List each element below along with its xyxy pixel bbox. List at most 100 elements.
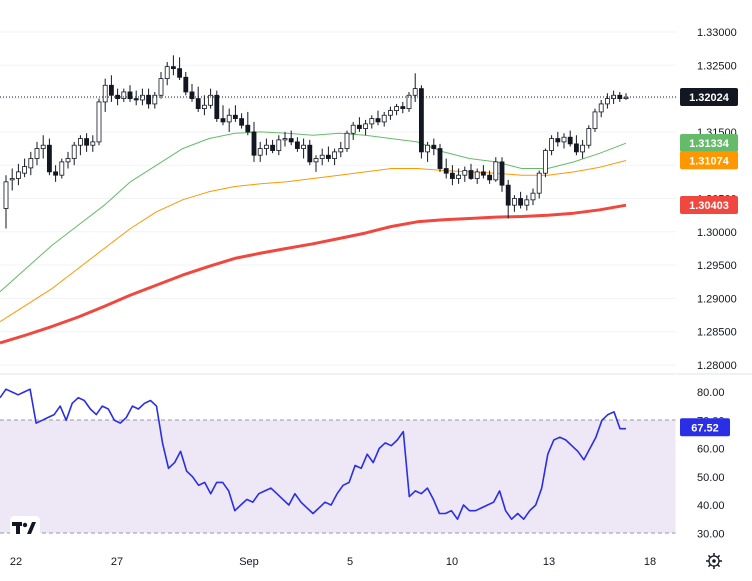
candle-body <box>34 148 40 159</box>
candle-body <box>53 171 59 176</box>
candle-body <box>437 148 443 169</box>
settings-gear-icon[interactable] <box>706 553 722 569</box>
candle-body <box>549 138 555 151</box>
candle-body <box>474 171 480 179</box>
ma-red-tag: 1.30403 <box>680 195 738 214</box>
candle-body <box>604 98 610 105</box>
candle <box>164 61 170 86</box>
candle <box>561 133 567 149</box>
rsi-series <box>0 388 626 521</box>
candle <box>592 108 598 132</box>
time-tick-label: 27 <box>111 556 123 568</box>
ma-orange-tag-bg <box>680 151 738 170</box>
candle <box>350 121 356 140</box>
candle <box>152 91 158 109</box>
ma-red-line <box>0 203 627 345</box>
candle <box>462 166 468 182</box>
candle <box>146 88 152 109</box>
time-axis: 22 27 Sep 5 10 13 18 <box>10 556 656 568</box>
candle <box>505 179 511 219</box>
candle <box>555 131 561 147</box>
candle <box>251 121 257 162</box>
candle-body <box>487 174 493 181</box>
candle <box>425 141 431 162</box>
candle <box>183 71 189 96</box>
candle-body <box>375 118 381 123</box>
rsi-value-tag-bg <box>680 418 730 437</box>
candle-body <box>220 118 226 123</box>
rsi-tick-label: 80.00 <box>697 387 725 399</box>
candle-body <box>449 172 455 179</box>
time-tick-label: 22 <box>10 556 22 568</box>
candle-body <box>15 171 21 179</box>
candle <box>133 90 139 106</box>
candle-body <box>226 114 232 123</box>
candle-body <box>394 106 400 111</box>
candle-body <box>592 111 598 129</box>
candle-body <box>493 161 499 181</box>
candle <box>288 130 294 146</box>
candle-body <box>412 88 418 96</box>
rsi-band <box>0 420 676 533</box>
candle-body <box>418 88 424 153</box>
candle-body <box>580 144 586 153</box>
candle-body <box>195 98 201 109</box>
candle <box>245 111 251 136</box>
time-tick-label: 13 <box>543 556 555 568</box>
candle <box>189 83 195 102</box>
candle-body <box>164 66 170 80</box>
candle <box>394 103 400 116</box>
candle-body <box>133 98 139 101</box>
candle-body <box>356 124 362 129</box>
candle <box>344 130 350 152</box>
candle-body <box>189 91 195 100</box>
candle-body <box>28 158 34 169</box>
candle-body <box>102 84 108 103</box>
moving-averages <box>0 131 627 345</box>
candle <box>90 135 96 152</box>
ma-red-tag-bg <box>680 195 738 214</box>
candle <box>623 93 629 100</box>
candle <box>257 141 263 162</box>
candle-body <box>245 124 251 133</box>
candle <box>294 137 300 152</box>
candle-body <box>40 144 46 149</box>
candle <box>77 135 83 156</box>
candle <box>208 88 214 109</box>
candle-body <box>511 198 517 206</box>
candle-body <box>121 91 127 100</box>
candle <box>313 155 319 172</box>
candle-body <box>567 136 573 145</box>
rsi-tick-label: 30.00 <box>697 528 725 540</box>
time-tick-label: 10 <box>446 556 458 568</box>
price-tick-label: 1.28000 <box>697 360 737 372</box>
price-tick-label: 1.29000 <box>697 293 737 305</box>
price-tick-label: 1.30000 <box>697 227 737 239</box>
candle <box>580 139 586 159</box>
candle-body <box>456 174 462 179</box>
candle <box>239 113 245 129</box>
candle <box>536 170 542 199</box>
candle <box>22 158 28 178</box>
candle <box>400 101 406 114</box>
candle <box>437 143 443 172</box>
candle <box>96 98 102 146</box>
candle-body <box>319 154 325 159</box>
candle <box>102 78 108 112</box>
candle <box>493 157 499 182</box>
candle-body <box>344 132 350 149</box>
candle <box>28 151 34 176</box>
candle-body <box>158 78 164 96</box>
candle-body <box>518 198 524 206</box>
candle <box>573 135 579 156</box>
candle-body <box>152 94 158 105</box>
ma-orange-line <box>0 160 627 323</box>
candle <box>282 131 288 147</box>
candle <box>480 165 486 179</box>
candle <box>71 141 77 166</box>
candle <box>232 105 238 122</box>
candle-body <box>338 148 344 153</box>
candle-body <box>294 141 300 149</box>
candle <box>214 90 220 122</box>
candle <box>301 138 307 159</box>
